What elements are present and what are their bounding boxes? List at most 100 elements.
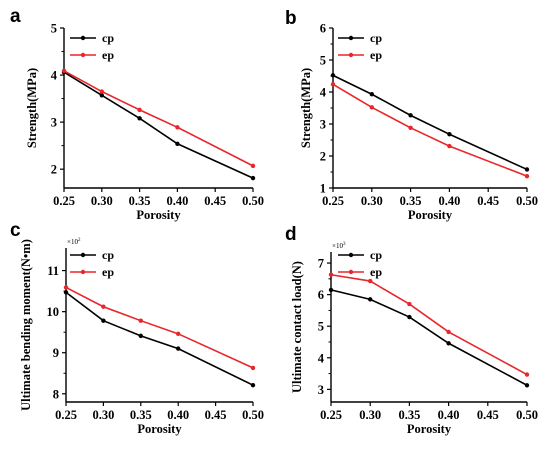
legend-label-ep: ep	[370, 265, 382, 279]
x-axis-label: Porosity	[407, 422, 452, 436]
data-point-cp	[99, 93, 105, 98]
y-tick-label: 5	[51, 22, 57, 36]
x-tick-label: 0.25	[322, 194, 344, 208]
data-point-cp	[524, 167, 530, 172]
y-tick-label: 5	[318, 320, 324, 334]
y-tick-label: 7	[318, 257, 324, 271]
x-tick-label: 0.40	[166, 194, 188, 208]
data-point-cp	[524, 383, 530, 388]
series-line-ep	[63, 70, 254, 167]
data-point-cp	[328, 287, 334, 293]
x-tick-label: 0.35	[400, 194, 422, 208]
data-point-ep	[175, 125, 180, 130]
data-point-ep	[524, 173, 530, 179]
series-line-ep	[65, 286, 254, 369]
axis-multiplier-exponent: 2	[78, 238, 81, 243]
chart-panel-b: b 0.25 0.30 0.35 0.40 0.45 0.50 1 2 3 4 5 6 Porosity S…	[285, 8, 538, 222]
series-line-ep	[332, 83, 528, 177]
y-tick-label: 10	[47, 305, 60, 319]
x-axis-label: Porosity	[136, 208, 181, 222]
series-line-ep	[330, 273, 528, 376]
x-tick-label: 0.30	[92, 408, 114, 422]
data-point-cp	[250, 382, 256, 388]
x-tick-label: 0.35	[130, 408, 152, 422]
x-tick-label: 0.40	[438, 194, 460, 208]
data-point-ep	[328, 272, 334, 277]
data-point-ep	[447, 143, 452, 149]
y-tick-label: 3	[320, 118, 326, 132]
x-tick-label: 0.45	[477, 194, 499, 208]
legend-marker-cp	[80, 35, 86, 41]
x-tick-label: 0.50	[242, 194, 264, 208]
chart-panel-a: a 0.25 0.30 0.35 0.40 0.45 0.50 2 3 4 5 Porosity Str…	[10, 6, 264, 222]
chart-panel-c: c 0.25 0.30 0.35 0.40 0.45 0.50 8 9 10 11 Porosity U…	[10, 220, 264, 436]
data-point-ep	[63, 285, 69, 290]
legend-marker-cp	[348, 35, 354, 41]
data-point-ep	[138, 318, 143, 323]
data-point-ep	[101, 304, 106, 309]
panel-letter: b	[285, 8, 297, 29]
y-tick-label: 4	[320, 86, 327, 100]
data-point-cp	[447, 132, 452, 137]
legend-label-cp: cp	[370, 31, 382, 45]
data-point-ep	[446, 329, 451, 335]
data-point-ep	[61, 68, 67, 74]
axis-multiplier-exponent: 3	[343, 242, 346, 247]
legend-label-cp: cp	[102, 31, 114, 45]
x-tick-label: 0.45	[204, 194, 226, 208]
data-point-cp	[407, 314, 412, 320]
x-axis-label: Porosity	[137, 422, 182, 436]
y-axis-label: Strength(MPa)	[25, 68, 39, 148]
data-point-cp	[63, 290, 69, 295]
x-tick-label: 0.45	[205, 408, 227, 422]
y-tick-label: 9	[53, 346, 59, 360]
panel-letter: d	[285, 224, 297, 245]
data-point-ep	[330, 82, 336, 87]
series-line-cp	[65, 291, 254, 386]
x-tick-label: 0.25	[53, 194, 75, 208]
data-point-cp	[101, 318, 106, 323]
y-tick-label: 11	[47, 264, 59, 278]
data-point-cp	[408, 113, 413, 118]
y-tick-label: 6	[320, 22, 326, 36]
legend-marker-ep	[348, 269, 354, 275]
panel-letter: c	[10, 220, 21, 241]
y-axis-label: Strength(MPa)	[299, 68, 313, 148]
series-line-cp	[330, 289, 528, 386]
data-point-ep	[369, 105, 374, 110]
x-tick-label: 0.40	[438, 408, 460, 422]
x-tick-label: 0.25	[55, 408, 77, 422]
axis-multiplier: ×103	[332, 242, 346, 250]
legend-label-ep: ep	[370, 48, 382, 62]
data-point-ep	[250, 163, 256, 169]
legend-marker-cp	[348, 252, 354, 258]
legend-marker-ep	[80, 52, 86, 58]
data-point-ep	[250, 365, 256, 371]
legend-label-ep: ep	[102, 265, 114, 279]
x-tick-label: 0.30	[91, 194, 113, 208]
y-tick-label: 8	[53, 387, 59, 401]
x-tick-label: 0.30	[359, 408, 381, 422]
data-point-cp	[446, 341, 451, 346]
y-axis-label: Ultimate bending moment(N•m)	[19, 239, 33, 411]
data-point-cp	[368, 297, 373, 302]
data-point-cp	[250, 175, 256, 181]
x-tick-label: 0.45	[477, 408, 499, 422]
panel-letter: a	[10, 6, 21, 27]
data-point-ep	[368, 278, 373, 284]
data-point-cp	[137, 116, 142, 121]
x-tick-label: 0.40	[167, 408, 189, 422]
legend-label-cp: cp	[102, 248, 114, 262]
y-tick-label: 6	[318, 288, 324, 302]
data-point-ep	[176, 331, 181, 337]
x-tick-label: 0.50	[516, 194, 538, 208]
legend-label-cp: cp	[370, 248, 382, 262]
data-point-ep	[407, 301, 412, 307]
y-axis-label: Ultimate contact load(N)	[290, 261, 304, 393]
data-point-cp	[330, 73, 336, 78]
legend-marker-ep	[80, 269, 86, 275]
legend-label-ep: ep	[102, 48, 114, 62]
data-point-ep	[137, 107, 142, 113]
data-point-ep	[99, 89, 105, 94]
data-point-ep	[408, 125, 413, 131]
